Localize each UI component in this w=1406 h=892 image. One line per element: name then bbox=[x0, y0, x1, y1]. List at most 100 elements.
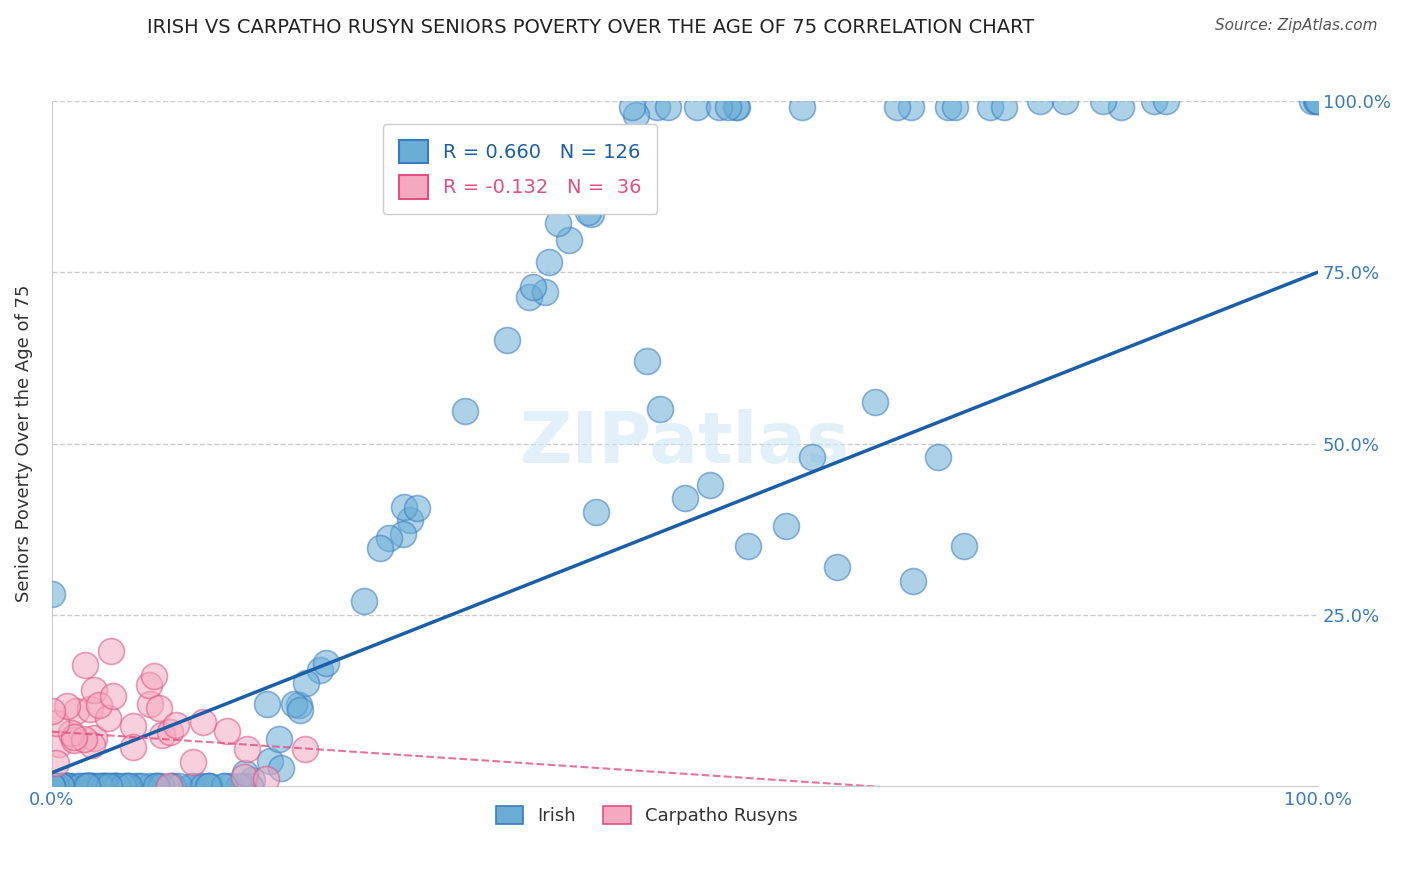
Point bbox=[725, 100, 748, 114]
Point bbox=[89, 779, 111, 793]
Point bbox=[496, 333, 519, 347]
Point bbox=[146, 779, 169, 793]
Point bbox=[67, 779, 90, 793]
Point bbox=[228, 779, 250, 793]
Point bbox=[55, 779, 77, 793]
Point bbox=[657, 100, 679, 114]
Point bbox=[620, 100, 643, 114]
Point bbox=[41, 587, 63, 601]
Point bbox=[83, 683, 105, 698]
Point bbox=[98, 779, 121, 793]
Point bbox=[117, 779, 139, 793]
Point bbox=[288, 698, 311, 713]
Point bbox=[636, 354, 658, 368]
Point bbox=[180, 779, 202, 793]
Point bbox=[75, 779, 97, 793]
Point bbox=[93, 779, 115, 793]
Point bbox=[97, 711, 120, 725]
Point bbox=[259, 755, 281, 769]
Point bbox=[121, 740, 143, 755]
Point bbox=[900, 100, 922, 114]
Point bbox=[101, 779, 124, 793]
Point bbox=[187, 779, 209, 793]
Point bbox=[1028, 94, 1050, 108]
Point bbox=[398, 513, 420, 527]
Point bbox=[44, 779, 66, 793]
Point bbox=[232, 779, 254, 793]
Point bbox=[533, 285, 555, 300]
Legend: Irish, Carpatho Rusyns: Irish, Carpatho Rusyns bbox=[489, 798, 804, 832]
Point bbox=[309, 663, 332, 677]
Point bbox=[576, 204, 599, 219]
Point bbox=[295, 675, 318, 690]
Point bbox=[699, 477, 721, 491]
Point bbox=[1306, 94, 1329, 108]
Point bbox=[392, 500, 415, 514]
Point bbox=[42, 779, 65, 793]
Point bbox=[648, 402, 671, 417]
Point bbox=[41, 704, 63, 718]
Point bbox=[94, 779, 117, 793]
Point bbox=[517, 290, 540, 304]
Point bbox=[56, 779, 79, 793]
Point bbox=[63, 730, 86, 744]
Point bbox=[603, 153, 626, 167]
Point bbox=[1091, 94, 1114, 108]
Point bbox=[863, 395, 886, 409]
Point bbox=[406, 501, 429, 516]
Point bbox=[377, 531, 399, 545]
Point bbox=[83, 779, 105, 793]
Point bbox=[886, 100, 908, 114]
Point bbox=[150, 728, 173, 742]
Point bbox=[353, 593, 375, 607]
Point bbox=[148, 701, 170, 715]
Point bbox=[392, 527, 415, 541]
Point bbox=[927, 450, 949, 465]
Point bbox=[212, 779, 235, 793]
Point bbox=[315, 656, 337, 670]
Point bbox=[269, 732, 291, 747]
Point bbox=[191, 779, 214, 793]
Point bbox=[240, 773, 263, 788]
Text: Source: ZipAtlas.com: Source: ZipAtlas.com bbox=[1215, 18, 1378, 33]
Point bbox=[717, 100, 740, 114]
Point bbox=[104, 779, 127, 793]
Point bbox=[100, 644, 122, 658]
Point bbox=[46, 779, 69, 793]
Point bbox=[56, 779, 79, 793]
Point bbox=[952, 540, 974, 554]
Point bbox=[73, 779, 96, 793]
Point bbox=[93, 779, 115, 793]
Point bbox=[215, 724, 238, 739]
Point bbox=[454, 404, 477, 418]
Point bbox=[63, 732, 86, 747]
Point bbox=[169, 779, 191, 793]
Point bbox=[233, 765, 256, 780]
Point bbox=[76, 779, 98, 793]
Point bbox=[45, 779, 67, 793]
Point bbox=[118, 779, 141, 793]
Point bbox=[75, 658, 97, 673]
Point bbox=[115, 779, 138, 793]
Point bbox=[162, 779, 184, 793]
Point bbox=[77, 779, 100, 793]
Point bbox=[56, 779, 79, 793]
Point bbox=[45, 779, 67, 793]
Text: ZIPatlas: ZIPatlas bbox=[520, 409, 851, 478]
Point bbox=[145, 779, 167, 793]
Point bbox=[1053, 94, 1076, 108]
Point bbox=[79, 779, 101, 793]
Point bbox=[522, 279, 544, 293]
Point bbox=[165, 718, 187, 732]
Point bbox=[49, 779, 72, 793]
Point bbox=[98, 779, 121, 793]
Point bbox=[993, 100, 1015, 114]
Point bbox=[49, 779, 72, 793]
Point bbox=[125, 779, 148, 793]
Point bbox=[75, 779, 97, 793]
Point bbox=[673, 491, 696, 506]
Point bbox=[239, 779, 262, 793]
Point bbox=[557, 233, 579, 247]
Point bbox=[105, 779, 128, 793]
Point bbox=[41, 779, 63, 793]
